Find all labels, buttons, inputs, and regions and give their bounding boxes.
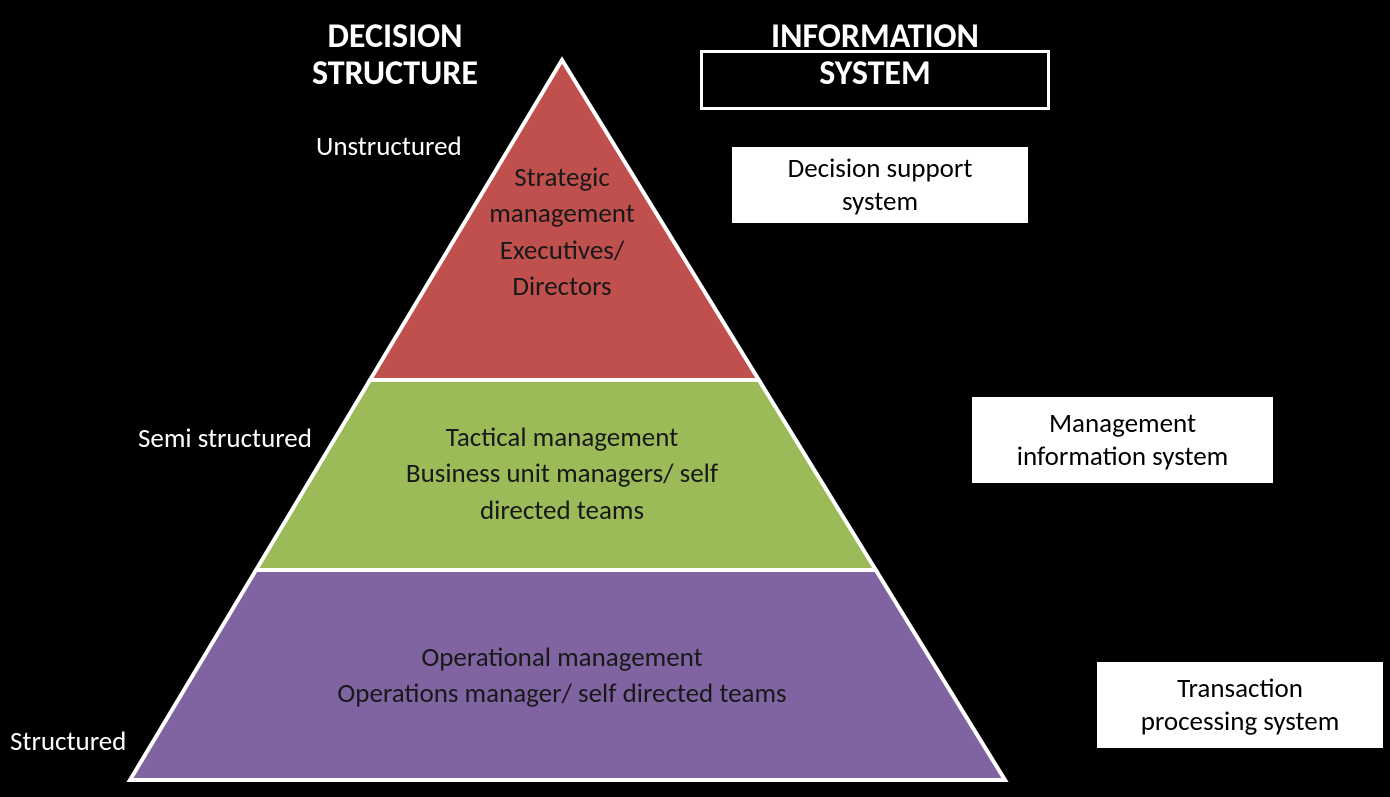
pyramid-label-operational: Operational management Operations manage… <box>212 640 912 713</box>
info-box-mid-line2: information system <box>972 440 1273 473</box>
pl-top-l3: Executives/ <box>500 234 625 267</box>
pl-mid-l3: directed teams <box>480 494 644 527</box>
pl-bot-l1: Operational management <box>421 641 702 674</box>
info-box-bot-line1: Transaction <box>1097 672 1383 705</box>
info-box-transaction-processing-system: Transaction processing system <box>1095 660 1385 750</box>
diagram-stage: DECISION STRUCTURE INFORMATION SYSTEM Un… <box>0 0 1390 797</box>
header-right-line2: SYSTEM <box>819 53 930 94</box>
info-box-management-information-system: Management information system <box>970 395 1275 485</box>
header-left-line1: DECISION <box>327 16 462 57</box>
pyramid-label-tactical: Tactical management Business unit manage… <box>212 420 912 529</box>
decision-label-structured: Structured <box>10 725 126 758</box>
header-decision-structure: DECISION STRUCTURE <box>260 18 530 93</box>
pl-bot-l2: Operations manager/ self directed teams <box>337 677 786 710</box>
pl-top-l4: Directors <box>512 270 611 303</box>
pl-top-l2: management <box>489 197 635 230</box>
pl-mid-l1: Tactical management <box>446 421 678 454</box>
header-right-line1: INFORMATION <box>771 16 979 57</box>
pl-mid-l2: Business unit managers/ self <box>406 457 718 490</box>
header-left-line2: STRUCTURE <box>312 53 478 94</box>
decision-label-unstructured: Unstructured <box>316 130 462 163</box>
pyramid-label-strategic: Strategic management Executives/ Directo… <box>212 160 912 306</box>
info-box-mid-line1: Management <box>972 407 1273 440</box>
info-box-bot-line2: processing system <box>1097 705 1383 738</box>
pl-top-l1: Strategic <box>514 161 610 194</box>
header-information-system: INFORMATION SYSTEM <box>700 18 1050 93</box>
